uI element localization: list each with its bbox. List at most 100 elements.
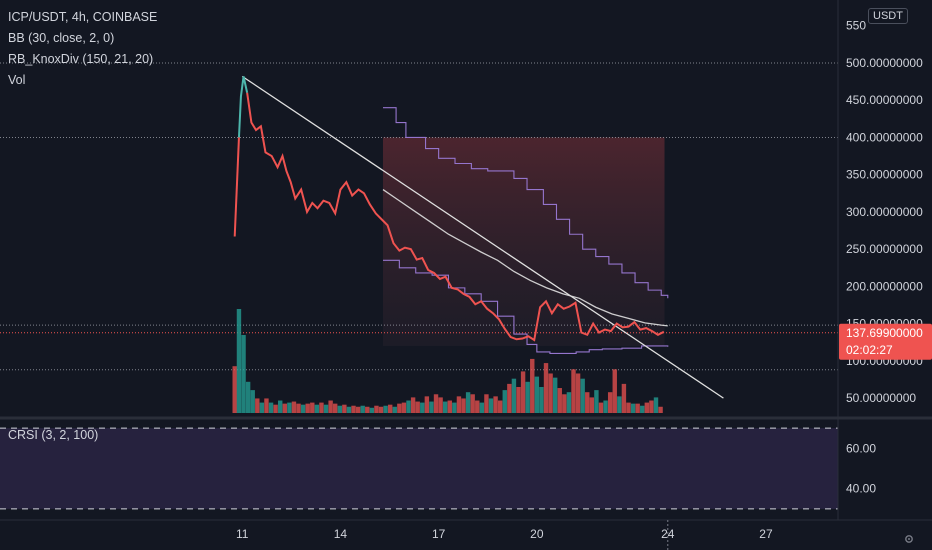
volume-bar [323, 404, 329, 413]
price-line-start [233, 137, 240, 237]
volume-bar [507, 383, 512, 413]
volume-bar [607, 392, 613, 413]
trendline-layer [241, 75, 724, 399]
bollinger-layer [382, 107, 669, 354]
volume-layer [232, 309, 663, 413]
volume-bar [383, 405, 388, 413]
volume-bar [241, 335, 246, 413]
volume-bar [525, 381, 530, 413]
volume-bar [520, 371, 526, 413]
price-tick-label: 200.00000000 [846, 279, 923, 293]
volume-bar [543, 363, 549, 413]
price-tick-label: 250.00000000 [846, 242, 923, 256]
volume-bar [557, 388, 562, 413]
crsi-tick-label: 60.00 [846, 441, 876, 455]
trendline [241, 75, 724, 399]
volume-bar [268, 402, 274, 413]
volume-bar [452, 402, 457, 413]
volume-bar [387, 404, 393, 413]
volume-bar [580, 378, 585, 413]
volume-bar [626, 402, 631, 413]
volume-bar [319, 402, 324, 413]
price-tick-label: 350.00000000 [846, 168, 923, 182]
volume-bar [305, 403, 310, 413]
volume-bar [259, 402, 265, 413]
volume-bar [378, 406, 384, 413]
volume-bar [612, 369, 617, 413]
volume-bar [566, 392, 572, 413]
price-layer [233, 76, 665, 342]
volume-bar [475, 400, 480, 413]
volume-bar [374, 405, 379, 413]
price-line [246, 92, 665, 342]
volume-bar [571, 369, 576, 413]
volume-bar [328, 400, 333, 413]
volume-bar [278, 400, 283, 413]
volume-bar [300, 404, 306, 413]
bollinger-basis [382, 189, 668, 327]
volume-bar [236, 309, 242, 413]
volume-bar [456, 396, 462, 413]
volume-bar [314, 404, 320, 413]
crsi-tick-label: 40.00 [846, 482, 876, 496]
volume-bar [355, 406, 361, 413]
volume-bar [282, 403, 287, 413]
volume-bar [438, 397, 443, 413]
volume-bar [653, 397, 659, 413]
legend-bb[interactable]: BB (30, close, 2, 0) [8, 31, 115, 45]
volume-bar [548, 373, 553, 413]
last-price-tag-bg [839, 323, 932, 360]
volume-bar [433, 394, 439, 413]
price-tick-label: 50.00000000 [846, 391, 916, 405]
volume-bar [575, 373, 581, 413]
volume-bar [420, 402, 425, 413]
volume-bar [250, 390, 255, 413]
volume-bar [429, 401, 434, 413]
volume-bar [530, 358, 535, 413]
last-price-countdown: 02:02:27 [846, 343, 893, 357]
volume-bar [649, 400, 654, 413]
volume-bar [502, 390, 507, 413]
volume-bar [360, 405, 365, 413]
time-tick-label: 17 [432, 527, 446, 541]
volume-bar [337, 405, 342, 413]
volume-bar [333, 403, 338, 413]
volume-bar [310, 402, 315, 413]
volume-bar [516, 387, 521, 413]
price-line-bull-segment [237, 76, 249, 138]
crsi-band-fill [0, 428, 838, 509]
volume-bar [589, 397, 595, 413]
volume-bar [410, 397, 416, 413]
volume-bar [291, 401, 297, 413]
volume-bar [245, 381, 251, 413]
volume-bar [232, 366, 237, 413]
time-tick-label: 14 [334, 527, 348, 541]
bollinger-lower [382, 259, 669, 354]
volume-bar [442, 401, 448, 413]
legend-knoxdiv[interactable]: RB_KnoxDiv (150, 21, 20) [8, 52, 154, 66]
volume-bar [406, 400, 411, 413]
volume-bar [635, 403, 640, 413]
crsi-legend[interactable]: CRSI (3, 2, 100) [8, 428, 99, 442]
volume-bar [401, 402, 407, 413]
legend-symbol[interactable]: ICP/USDT, 4h, COINBASE [8, 10, 158, 24]
volume-bar [465, 392, 471, 413]
currency-badge[interactable]: USDT [868, 8, 908, 24]
volume-bar [273, 404, 278, 413]
volume-bar [296, 403, 301, 413]
volume-bar [447, 400, 452, 413]
volume-bar [287, 402, 292, 413]
bollinger-upper [382, 107, 669, 299]
price-tick-label: 500.00000000 [846, 56, 923, 70]
volume-bar [603, 400, 608, 413]
last-price-tag: 137.69900000 02:02:27 [839, 323, 932, 360]
crsi-pane [0, 427, 838, 510]
volume-bar [488, 398, 494, 413]
gear-icon[interactable] [904, 534, 914, 544]
legend-vol[interactable]: Vol [8, 73, 26, 87]
knox-zone-layer [382, 137, 665, 346]
time-tick-label: 11 [236, 527, 249, 541]
volume-bar [479, 402, 485, 413]
volume-bar [552, 377, 558, 413]
